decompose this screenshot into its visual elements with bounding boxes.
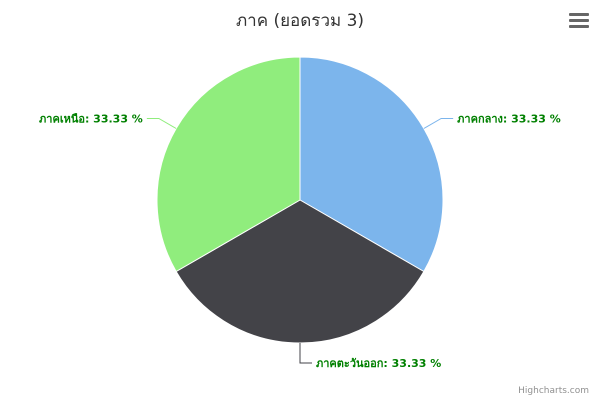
chart-title: ภาค (ยอดรวม 3) (235, 11, 365, 31)
hamburger-menu-icon-line-3 (569, 25, 589, 28)
data-label-1: ภาคกลาง: 33.33 % (457, 113, 561, 126)
connector-line-2 (299, 343, 312, 364)
hamburger-menu-icon-line-2 (569, 19, 589, 22)
data-label-2: ภาคตะวันออก: 33.33 % (316, 357, 441, 370)
hamburger-menu-icon (569, 13, 589, 16)
data-label-3: ภาคเหนือ: 33.33 % (39, 113, 143, 126)
export-menu-button[interactable] (569, 13, 589, 31)
credits-link[interactable]: Highcharts.com (518, 386, 589, 396)
pie-slice-1[interactable] (299, 56, 444, 273)
pie-slice-2[interactable] (175, 199, 425, 344)
connector-line-1 (423, 118, 454, 129)
connector-line-3 (146, 118, 177, 129)
pie-slice-3[interactable] (156, 56, 301, 273)
